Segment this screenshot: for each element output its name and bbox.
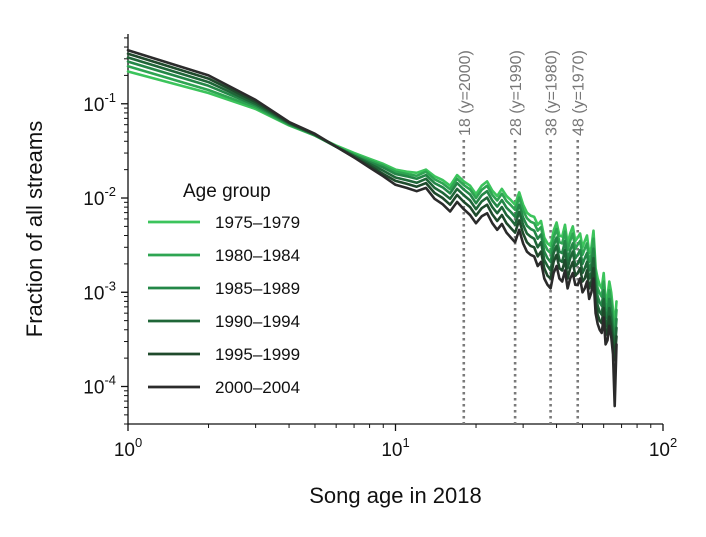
y-tick-base: 10 — [83, 283, 104, 304]
legend-entry-label: 1980–1984 — [215, 246, 300, 265]
y-tick-label: 10-4 — [83, 372, 116, 398]
x-tick-base: 10 — [649, 440, 670, 461]
y-tick-label: 10-1 — [83, 90, 116, 116]
legend-entry-label: 1995–1999 — [215, 345, 300, 364]
y-tick-label: 10-3 — [83, 278, 116, 304]
reference-lines: 18 (y=2000) 28 (y=1990) 38 (y=1980) 48 (y=1… — [457, 50, 588, 424]
legend-title: Age group — [183, 181, 271, 202]
y-tick-label: 10-2 — [83, 184, 116, 210]
x-tick-label: 102 — [649, 435, 677, 461]
reference-line-label: 48 (y=1970) — [571, 50, 588, 136]
series-line — [126, 48, 618, 408]
x-ticks: 100 101 102 — [114, 424, 677, 461]
y-tick-exponent: -1 — [104, 90, 116, 105]
x-tick-exponent: 0 — [135, 435, 142, 450]
y-tick-exponent: -2 — [104, 184, 116, 199]
x-tick-base: 10 — [381, 440, 402, 461]
y-axis-label: Fraction of all streams — [22, 121, 47, 337]
minor-ticks — [124, 37, 652, 428]
x-tick-exponent: 2 — [670, 435, 677, 450]
legend-entry-label: 2000–2004 — [215, 378, 300, 397]
x-tick-label: 101 — [381, 435, 409, 461]
reference-line-label: 18 (y=2000) — [457, 50, 474, 136]
x-tick-label: 100 — [114, 435, 142, 461]
x-tick-exponent: 1 — [402, 435, 409, 450]
reference-line-label: 38 (y=1980) — [544, 50, 561, 136]
x-axis-label: Song age in 2018 — [309, 483, 482, 508]
x-tick-base: 10 — [114, 440, 135, 461]
legend-entry-label: 1985–1989 — [215, 279, 300, 298]
y-tick-base: 10 — [83, 377, 104, 398]
y-tick-base: 10 — [83, 95, 104, 116]
legend-entry-label: 1975–1979 — [215, 213, 300, 232]
y-tick-base: 10 — [83, 189, 104, 210]
legend: Age group 1975–1979 1980–1984 1985–1989 199… — [148, 181, 300, 397]
y-tick-exponent: -3 — [104, 278, 116, 293]
series-lines — [126, 48, 618, 408]
reference-line-label: 28 (y=1990) — [508, 50, 525, 136]
y-tick-exponent: -4 — [104, 372, 116, 387]
legend-entry-label: 1990–1994 — [215, 312, 300, 331]
y-ticks: 10-110-210-310-4 — [83, 90, 128, 398]
